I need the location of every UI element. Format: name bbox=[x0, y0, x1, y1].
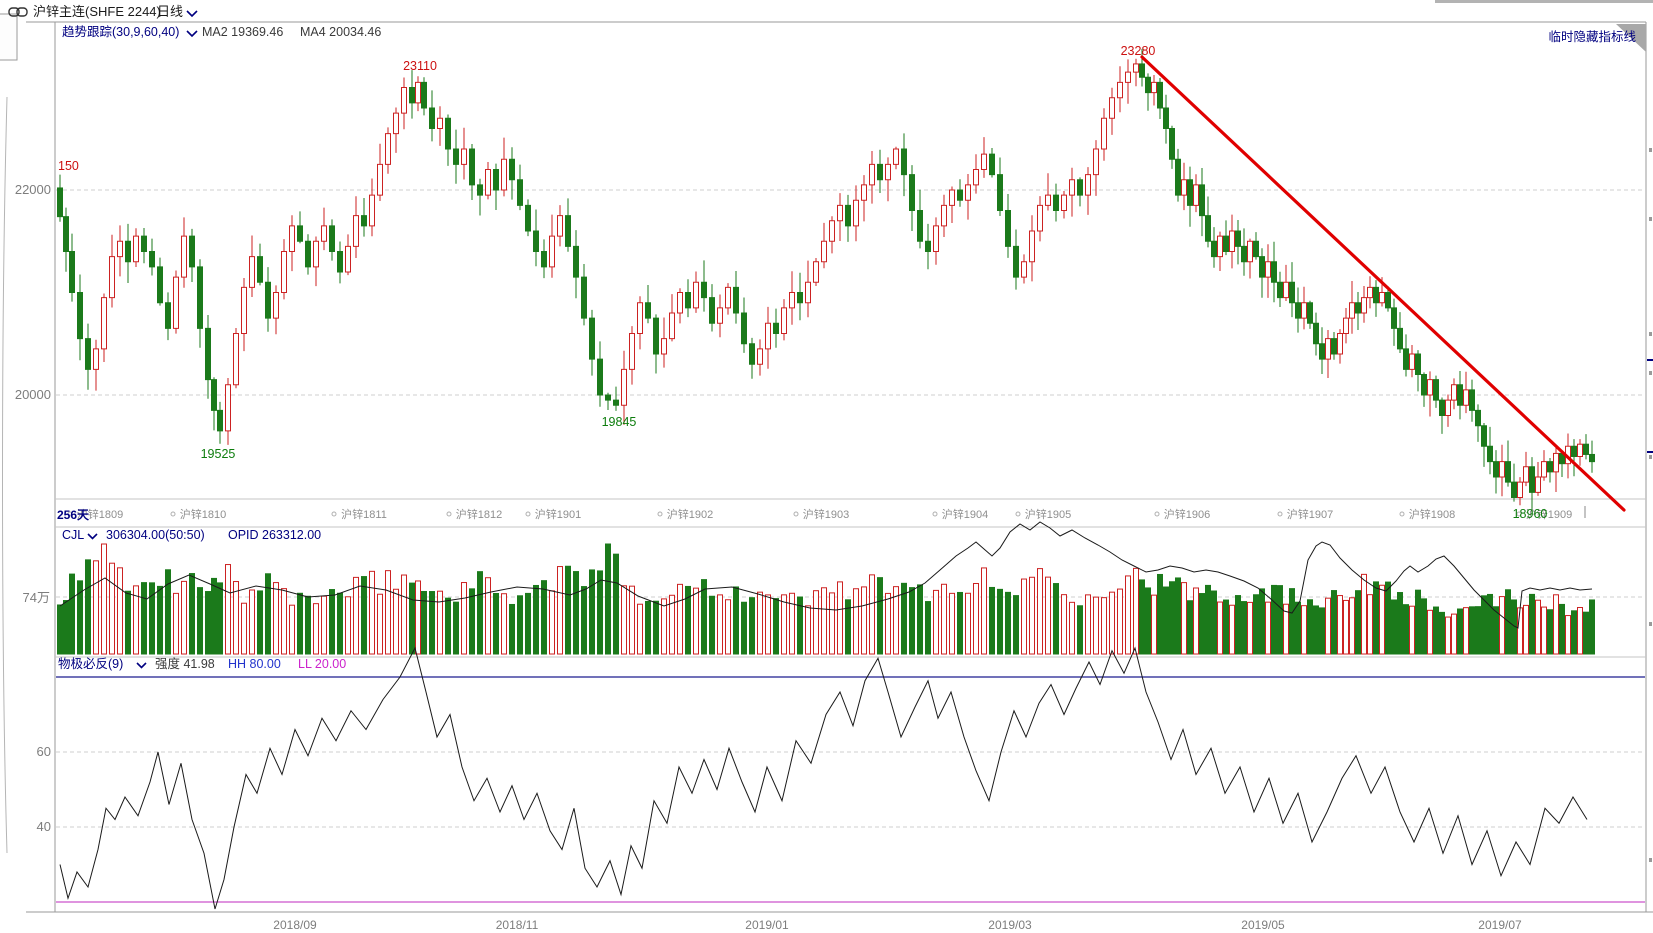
contract-label: 沪锌1903 bbox=[803, 507, 849, 521]
hide-indicator-button[interactable]: 临时隐藏指标线 bbox=[1548, 29, 1636, 44]
period-label: 日线 bbox=[157, 4, 183, 19]
days-count-label: 256天 bbox=[57, 508, 90, 522]
contract-label: 沪锌1901 bbox=[535, 507, 581, 521]
price-indicator-label: 趋势跟踪(30,9,60,40) bbox=[62, 24, 179, 39]
chevron-down-icon bbox=[136, 662, 147, 669]
oscillator-indicator-label: 物极必反(9) bbox=[58, 657, 123, 671]
right-edge-fragments bbox=[1647, 148, 1653, 862]
contract-labels: 沪锌1809 沪锌1810 沪锌1811 沪锌1812 沪锌1901 沪锌1902 沪锌19… bbox=[67, 507, 1572, 521]
trend-line bbox=[1140, 55, 1626, 512]
hh-value: HH 80.00 bbox=[228, 657, 281, 671]
price-annotation: 150 bbox=[58, 159, 79, 173]
volume-indicator-label: CJL bbox=[62, 528, 84, 542]
corner-fold-icon[interactable] bbox=[1616, 24, 1646, 52]
price-tick-20000: 20000 bbox=[15, 387, 51, 402]
contract-label: 沪锌1904 bbox=[942, 507, 988, 521]
contract-label: 沪锌1909 bbox=[1526, 507, 1572, 521]
ma2-value: MA2 19369.46 bbox=[202, 25, 283, 39]
oscillator-indicator-dropdown[interactable]: 物极必反(9) bbox=[58, 657, 147, 671]
price-annotations: 150 23110 23280 19525 19845 18960 bbox=[58, 44, 1547, 521]
contract-label: 沪锌1810 bbox=[180, 507, 226, 521]
contract-label: 沪锌1812 bbox=[456, 507, 502, 521]
price-tick-22000: 22000 bbox=[15, 182, 51, 197]
price-annotation: 18960 bbox=[1513, 507, 1548, 521]
strength-value: 强度 41.98 bbox=[155, 656, 215, 671]
price-annotation: 19845 bbox=[602, 415, 637, 429]
left-window-fragment bbox=[0, 13, 18, 61]
price-annotation: 23110 bbox=[403, 59, 437, 73]
opid-value: OPID 263312.00 bbox=[228, 528, 321, 542]
date-label: 2019/01 bbox=[745, 918, 789, 932]
date-label: 2019/05 bbox=[1241, 918, 1285, 932]
osc-tick-60: 60 bbox=[37, 744, 51, 759]
date-label: 2019/07 bbox=[1478, 918, 1522, 932]
osc-tick-40: 40 bbox=[37, 819, 51, 834]
volume-indicator-dropdown[interactable]: CJL bbox=[62, 528, 98, 542]
contract-label: 沪锌1906 bbox=[1164, 507, 1210, 521]
date-label: 2018/09 bbox=[273, 918, 317, 932]
date-label: 2018/11 bbox=[496, 918, 539, 932]
date-axis-labels: 2018/09 2018/11 2019/01 2019/03 2019/05 2019/… bbox=[273, 918, 1522, 932]
date-label: 2019/03 bbox=[988, 918, 1032, 932]
price-indicator-dropdown[interactable]: 趋势跟踪(30,9,60,40) bbox=[62, 24, 198, 39]
chevron-down-icon bbox=[87, 533, 98, 540]
price-annotation: 23280 bbox=[1121, 44, 1156, 58]
candlestick-series bbox=[57, 48, 1595, 514]
contract-label: 沪锌1809 bbox=[77, 507, 123, 521]
chevron-down-icon bbox=[186, 30, 198, 38]
chevron-down-icon bbox=[186, 10, 198, 18]
contract-label: 沪锌1907 bbox=[1287, 507, 1333, 521]
contract-label: 沪锌1902 bbox=[667, 507, 713, 521]
instrument-title: 沪锌主连(SHFE 2244) bbox=[33, 4, 161, 19]
open-interest-line bbox=[59, 521, 1593, 629]
volume-tick-74wan: 74万 bbox=[23, 590, 50, 605]
period-selector[interactable]: 日线 bbox=[157, 4, 198, 19]
volume-series bbox=[57, 543, 1595, 655]
ll-value: LL 20.00 bbox=[298, 657, 346, 671]
left-window-edge bbox=[2, 96, 8, 854]
top-window-edge bbox=[1435, 0, 1653, 3]
volume-value: 306304.00(50:50) bbox=[106, 528, 205, 542]
link-icon[interactable] bbox=[8, 7, 28, 17]
ma4-value: MA4 20034.46 bbox=[300, 25, 381, 39]
oscillator-line bbox=[59, 646, 1588, 910]
price-annotation: 19525 bbox=[201, 447, 236, 461]
contract-label: 沪锌1811 bbox=[341, 507, 387, 521]
contract-label: 沪锌1908 bbox=[1409, 507, 1455, 521]
contract-label: 沪锌1905 bbox=[1025, 507, 1071, 521]
